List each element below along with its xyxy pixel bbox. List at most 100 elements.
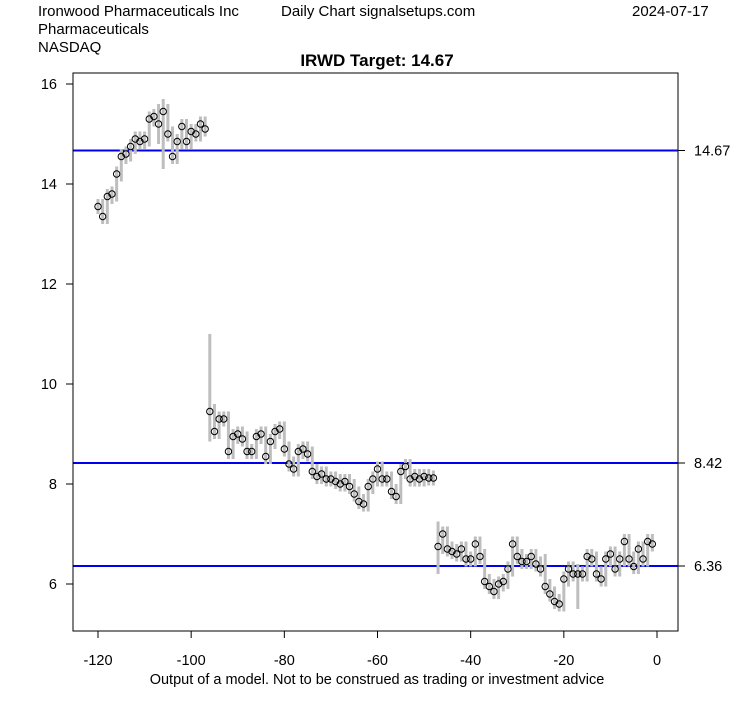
close-point (648, 540, 657, 548)
close-point (387, 487, 396, 496)
company-name: Ironwood Pharmaceuticals Inc (38, 3, 239, 20)
close-point (569, 570, 577, 578)
chart-title: IRWD Target: 14.67 (300, 51, 453, 70)
y-tick-label: 16 (41, 77, 57, 93)
close-point (439, 530, 447, 538)
target-label: 6.36 (694, 559, 722, 575)
close-point (457, 545, 466, 553)
close-point (429, 474, 438, 482)
close-point (532, 560, 540, 568)
close-point (248, 447, 256, 456)
close-point (303, 450, 312, 458)
close-point (420, 472, 428, 481)
y-tick-label: 10 (41, 377, 57, 393)
close-point (262, 452, 270, 461)
close-point (112, 170, 121, 178)
close-point (620, 537, 629, 546)
close-point (508, 540, 517, 548)
close-point (588, 555, 596, 563)
x-tick-label: -120 (83, 653, 112, 669)
close-point (452, 550, 461, 558)
close-point (285, 460, 293, 468)
close-point (434, 542, 442, 551)
x-axis-label: Output of a model. Not to be construed a… (150, 672, 605, 688)
x-tick-label: -20 (553, 653, 574, 669)
x-tick-label: -100 (177, 653, 206, 669)
close-point (392, 492, 400, 501)
close-point (564, 565, 573, 573)
close-point (234, 430, 242, 438)
close-point (168, 152, 177, 161)
close-point (611, 565, 619, 573)
source-label: Daily Chart signalsetups.com (281, 3, 476, 20)
close-point (126, 142, 135, 151)
close-point (369, 475, 377, 483)
close-point (476, 552, 484, 561)
close-point (592, 570, 601, 578)
close-point (94, 202, 102, 211)
close-point (504, 565, 512, 573)
target-label: 8.42 (694, 456, 722, 472)
close-point (639, 555, 647, 563)
close-point (536, 565, 545, 573)
close-point (606, 550, 615, 558)
close-point (471, 540, 480, 548)
x-tick-label: -40 (460, 653, 481, 669)
close-point (317, 470, 326, 478)
close-point (560, 575, 568, 583)
close-point (480, 577, 489, 586)
close-point (178, 122, 186, 131)
close-point (401, 462, 410, 471)
close-point (154, 120, 163, 128)
target-label: 14.67 (694, 144, 730, 160)
y-tick-label: 12 (41, 277, 57, 293)
close-point (257, 430, 265, 438)
close-point (425, 474, 433, 482)
close-point (541, 582, 549, 591)
chart-date: 2024-07-17 (632, 3, 709, 20)
close-point (616, 555, 624, 563)
close-point (522, 557, 531, 566)
close-point (182, 137, 191, 146)
close-point (196, 120, 205, 128)
exchange-label: NASDAQ (38, 39, 102, 56)
close-point (597, 575, 605, 583)
close-point (275, 425, 284, 433)
x-tick-label: -60 (367, 653, 388, 669)
close-point (630, 562, 638, 571)
close-point (518, 557, 526, 566)
close-point (485, 582, 493, 591)
close-point (574, 570, 582, 578)
close-point (378, 475, 386, 483)
close-point (140, 135, 149, 143)
close-point (373, 465, 382, 473)
close-point (108, 190, 116, 198)
close-point (466, 555, 475, 563)
close-point (499, 577, 507, 586)
close-point (280, 445, 289, 453)
close-point (513, 552, 521, 561)
close-point (164, 130, 172, 138)
close-point (308, 467, 316, 476)
close-point (238, 435, 247, 443)
close-point (224, 447, 233, 456)
close-point (546, 590, 554, 598)
close-point (527, 552, 535, 561)
close-point (462, 555, 470, 563)
close-point (383, 475, 391, 483)
close-point (555, 600, 563, 608)
close-point (364, 482, 372, 491)
close-point (359, 500, 368, 508)
close-point (341, 477, 349, 486)
x-tick-label: -80 (274, 653, 295, 669)
close-point (345, 482, 354, 491)
close-point (322, 475, 330, 483)
close-point (266, 437, 275, 446)
sector-label: Pharmaceuticals (38, 21, 149, 38)
close-point (299, 445, 307, 453)
y-tick-label: 6 (49, 577, 57, 593)
y-tick-label: 8 (49, 477, 57, 493)
close-point (150, 112, 158, 121)
